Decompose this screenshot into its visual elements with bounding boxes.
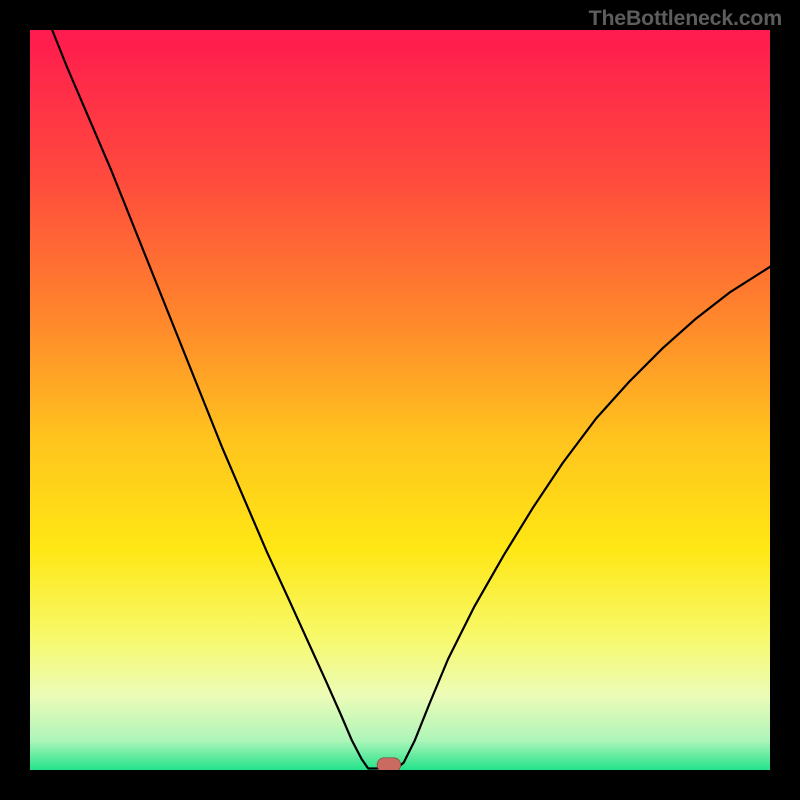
gradient-background: [30, 30, 770, 770]
watermark-text: TheBottleneck.com: [589, 6, 782, 31]
figure-container: TheBottleneck.com: [0, 0, 800, 800]
plot-area: [30, 30, 770, 770]
optimum-marker: [377, 758, 401, 770]
plot-svg: [30, 30, 770, 770]
